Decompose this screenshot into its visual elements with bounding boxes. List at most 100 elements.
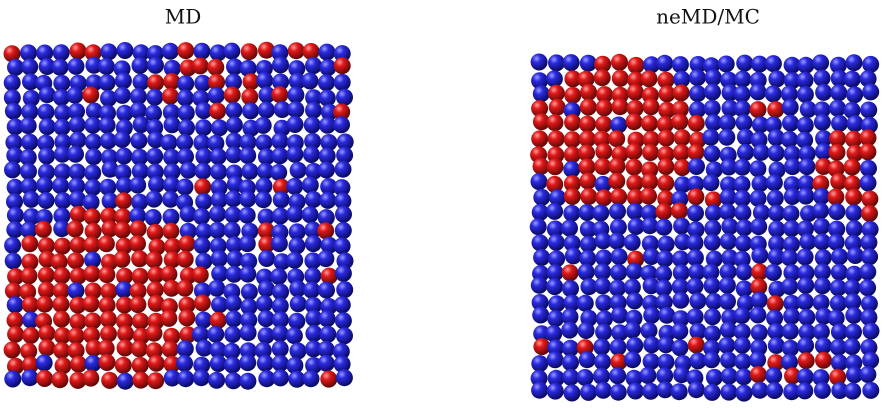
particle [703, 351, 720, 368]
particle [859, 279, 876, 296]
particle [608, 173, 625, 190]
particle [548, 234, 565, 251]
particle [671, 113, 688, 130]
particle [177, 370, 194, 387]
particle [146, 191, 163, 208]
particle [781, 278, 798, 295]
particle [624, 234, 641, 251]
particle [611, 307, 628, 324]
particle [562, 264, 579, 281]
particle [627, 383, 644, 400]
particle [147, 57, 164, 74]
particle [689, 69, 706, 86]
particle [129, 235, 146, 252]
particle [718, 337, 735, 354]
particle [702, 129, 719, 146]
particle [114, 131, 131, 148]
particle [721, 218, 738, 235]
particle [859, 366, 876, 383]
particle [610, 264, 627, 281]
particle [611, 54, 628, 71]
particle [21, 235, 38, 252]
particle [288, 42, 305, 59]
particle [612, 70, 629, 87]
particle [719, 203, 736, 220]
particle [751, 382, 768, 399]
particle [336, 89, 353, 106]
particle [4, 371, 21, 388]
particle [7, 326, 24, 343]
particle [750, 366, 767, 383]
particle [768, 337, 785, 354]
particle [271, 147, 288, 164]
particle [55, 357, 72, 374]
panel-title: MD [165, 5, 202, 29]
particle [318, 162, 335, 179]
particle [336, 281, 353, 298]
particle [829, 100, 846, 117]
particle [98, 58, 115, 75]
particle [736, 385, 753, 402]
particle [255, 117, 272, 134]
particle [178, 119, 195, 136]
particle [319, 310, 336, 327]
particle [862, 352, 879, 369]
particle [704, 234, 721, 251]
particle [224, 357, 241, 374]
particle [767, 190, 784, 207]
particle [84, 179, 101, 196]
particle [55, 192, 72, 209]
particle [67, 221, 84, 238]
particle [687, 249, 704, 266]
particle [766, 382, 783, 399]
particle [335, 206, 352, 223]
particle [39, 118, 56, 135]
particle [642, 383, 659, 400]
particle [782, 99, 799, 116]
particle [531, 277, 548, 294]
particle [564, 385, 581, 402]
particle [580, 84, 597, 101]
particle [207, 59, 224, 76]
particle [273, 191, 290, 208]
particle [211, 119, 228, 136]
particle [99, 74, 116, 91]
particle [846, 54, 863, 71]
particle [195, 312, 212, 329]
particle [302, 73, 319, 90]
particle [564, 188, 581, 205]
particle [288, 237, 305, 254]
particle [797, 188, 814, 205]
particle [115, 192, 132, 209]
particle [5, 253, 22, 270]
particle [256, 295, 273, 312]
particle [240, 324, 257, 341]
particle [270, 164, 287, 181]
particle [52, 59, 69, 76]
particle [859, 143, 876, 160]
particle [704, 145, 721, 162]
particle [580, 384, 597, 401]
particle [35, 221, 52, 238]
particle [831, 264, 848, 281]
particle [117, 42, 134, 59]
particle [147, 74, 164, 91]
particle [38, 148, 55, 165]
particle [239, 373, 256, 390]
particle [532, 204, 549, 221]
particle [207, 326, 224, 343]
particle [242, 102, 259, 119]
particle [286, 178, 303, 195]
particle [547, 310, 564, 327]
particle [66, 87, 83, 104]
particle [546, 203, 563, 220]
particle [193, 208, 210, 225]
particle [148, 176, 165, 193]
particle [176, 280, 193, 297]
particle [319, 192, 336, 209]
particle [671, 323, 688, 340]
particle [593, 338, 610, 355]
particle [610, 188, 627, 205]
particle [768, 70, 785, 87]
particle [736, 55, 753, 72]
